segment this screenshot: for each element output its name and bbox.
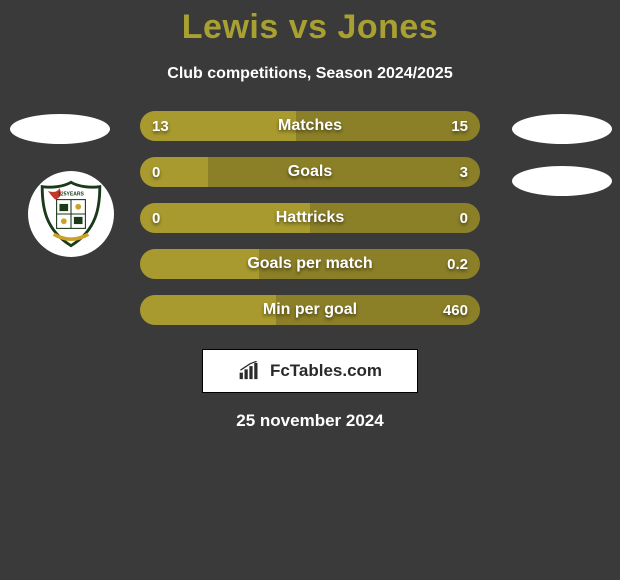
metric-right-value: 0.2 (447, 249, 468, 279)
metric-row: 13 Matches 15 (140, 111, 480, 141)
right-player-badge-secondary (512, 166, 612, 196)
date-text: 25 november 2024 (0, 411, 620, 431)
crest-icon: 125YEARS (35, 178, 107, 250)
metric-right-value: 3 (460, 157, 468, 187)
bar-chart-icon (238, 361, 264, 381)
metric-label: Matches (140, 111, 480, 141)
comparison-area: 125YEARS 13 Matches 15 0 Goals (0, 111, 620, 431)
metric-right-value: 0 (460, 203, 468, 233)
metric-label: Goals per match (140, 249, 480, 279)
metric-label: Min per goal (140, 295, 480, 325)
comparison-widget: Lewis vs Jones Club competitions, Season… (0, 0, 620, 431)
metric-right-value: 460 (443, 295, 468, 325)
title: Lewis vs Jones (0, 8, 620, 47)
metric-row: 0 Hattricks 0 (140, 203, 480, 233)
branding-box[interactable]: FcTables.com (202, 349, 418, 393)
right-player-badge (512, 114, 612, 144)
metric-row: 0 Goals 3 (140, 157, 480, 187)
metric-right-value: 15 (451, 111, 468, 141)
metric-label: Hattricks (140, 203, 480, 233)
metric-bars: 13 Matches 15 0 Goals 3 0 Hattrick (140, 111, 480, 325)
svg-text:125YEARS: 125YEARS (58, 191, 84, 197)
branding-text: FcTables.com (270, 361, 382, 381)
metric-label: Goals (140, 157, 480, 187)
left-player-badge (10, 114, 110, 144)
metric-row: Min per goal 460 (140, 295, 480, 325)
club-crest: 125YEARS (28, 171, 114, 257)
metric-row: Goals per match 0.2 (140, 249, 480, 279)
subtitle: Club competitions, Season 2024/2025 (0, 65, 620, 83)
